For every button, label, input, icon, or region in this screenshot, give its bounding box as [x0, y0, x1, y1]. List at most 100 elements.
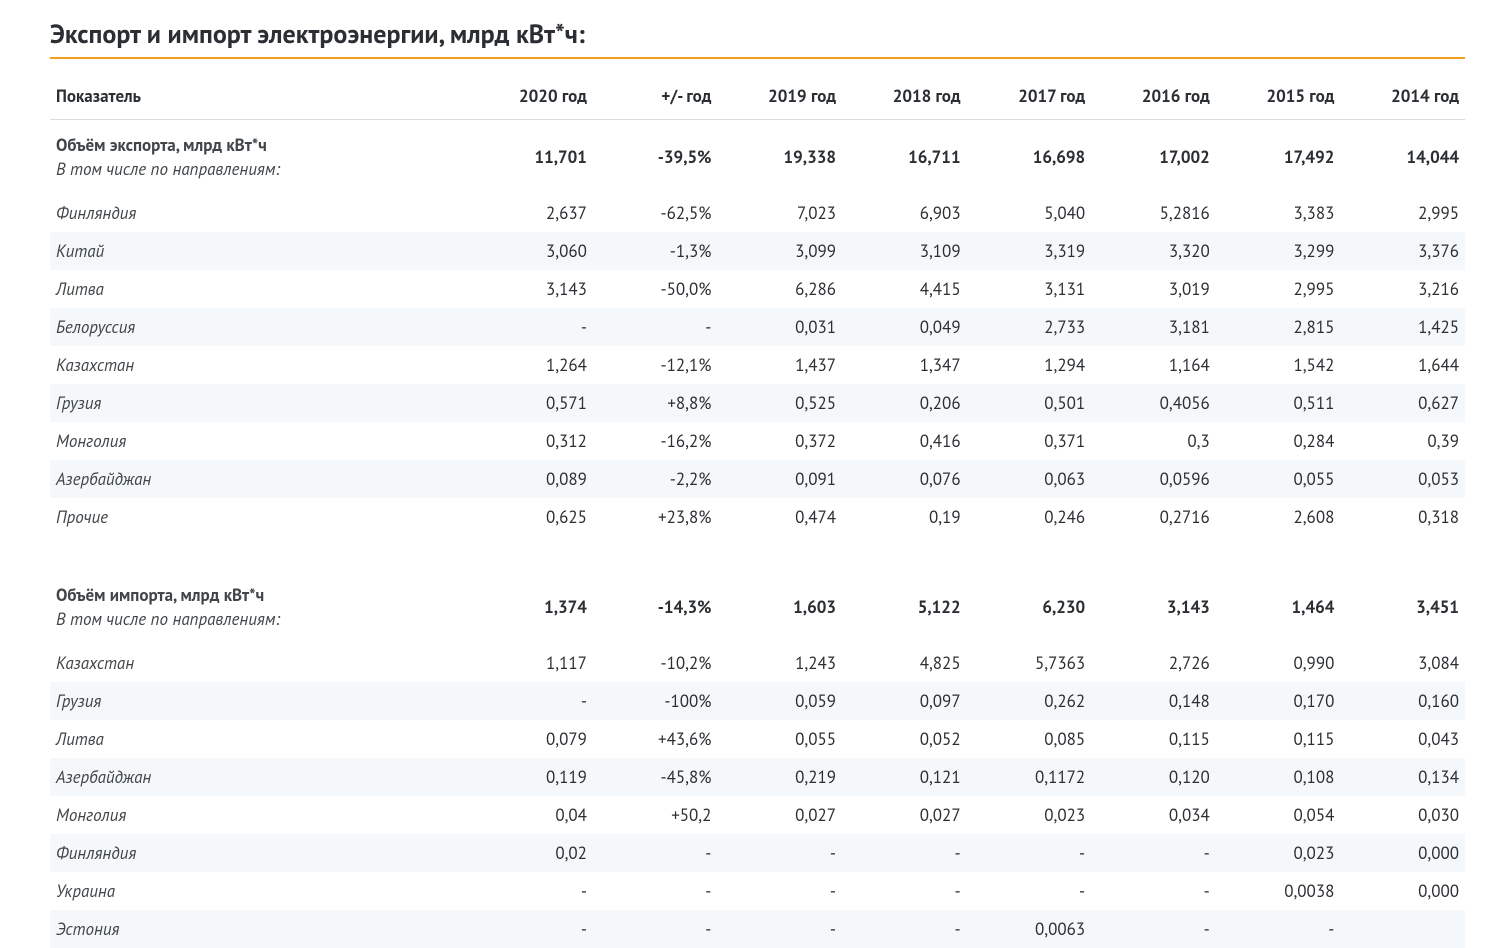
row-label: Эстония — [50, 910, 468, 948]
data-cell: 0,474 — [717, 498, 842, 536]
data-cell: 2,637 — [468, 194, 593, 232]
data-cell: 0,091 — [717, 460, 842, 498]
data-cell: 3,376 — [1340, 232, 1465, 270]
data-cell: 0,0596 — [1091, 460, 1216, 498]
data-cell: 0,990 — [1216, 644, 1341, 682]
data-cell: - — [842, 910, 967, 948]
data-cell: 0,115 — [1216, 720, 1341, 758]
section-total-cell: 16,711 — [842, 120, 967, 195]
row-label: Казахстан — [50, 644, 468, 682]
data-cell: 0,076 — [842, 460, 967, 498]
row-label: Грузия — [50, 384, 468, 422]
data-cell: 0,059 — [717, 682, 842, 720]
data-cell: 2,995 — [1216, 270, 1341, 308]
data-cell: 0,134 — [1340, 758, 1465, 796]
section-total-cell: 17,492 — [1216, 120, 1341, 195]
data-cell: 2,726 — [1091, 644, 1216, 682]
table-row: Грузия--100%0,0590,0970,2620,1480,1700,1… — [50, 682, 1465, 720]
section-total-cell: -39,5% — [593, 120, 717, 195]
row-label: Финляндия — [50, 194, 468, 232]
section-label: Объём экспорта, млрд кВт*чВ том числе по… — [50, 120, 468, 195]
data-cell: 0,4056 — [1091, 384, 1216, 422]
data-cell: 0,2716 — [1091, 498, 1216, 536]
col-header: 2018 год — [842, 73, 967, 120]
data-cell: 3,131 — [967, 270, 1092, 308]
data-cell: 5,2816 — [1091, 194, 1216, 232]
section-sublabel: В том числе по направлениям: — [56, 608, 462, 630]
data-cell: 0,079 — [468, 720, 593, 758]
data-cell: 0,19 — [842, 498, 967, 536]
data-cell: 0,02 — [468, 834, 593, 872]
data-cell: 2,815 — [1216, 308, 1341, 346]
table-row: Прочие0,625+23,8%0,4740,190,2460,27162,6… — [50, 498, 1465, 536]
data-cell: - — [593, 910, 717, 948]
section-total-cell: 3,451 — [1340, 536, 1465, 644]
data-cell: 0,312 — [468, 422, 593, 460]
data-cell: 0,053 — [1340, 460, 1465, 498]
col-header: +/- год — [593, 73, 717, 120]
data-cell: 0,262 — [967, 682, 1092, 720]
data-cell: 0,318 — [1340, 498, 1465, 536]
data-cell: 0,052 — [842, 720, 967, 758]
table-head: Показатель2020 год+/- год2019 год2018 го… — [50, 73, 1465, 120]
data-cell: - — [717, 834, 842, 872]
data-cell: 1,264 — [468, 346, 593, 384]
data-cell: 3,383 — [1216, 194, 1341, 232]
data-cell: 0,034 — [1091, 796, 1216, 834]
row-label: Прочие — [50, 498, 468, 536]
data-cell: 0,108 — [1216, 758, 1341, 796]
data-cell: 6,903 — [842, 194, 967, 232]
data-cell: -2,2% — [593, 460, 717, 498]
data-cell: 3,299 — [1216, 232, 1341, 270]
data-cell: 0,284 — [1216, 422, 1341, 460]
section-total-cell: 1,374 — [468, 536, 593, 644]
data-cell: 3,181 — [1091, 308, 1216, 346]
data-cell: 0,206 — [842, 384, 967, 422]
data-cell: 7,023 — [717, 194, 842, 232]
data-cell: 0,371 — [967, 422, 1092, 460]
data-cell: 1,644 — [1340, 346, 1465, 384]
data-cell: 1,294 — [967, 346, 1092, 384]
data-cell: 0,085 — [967, 720, 1092, 758]
section-total-cell: 1,464 — [1216, 536, 1341, 644]
table-row: Азербайджан0,089-2,2%0,0910,0760,0630,05… — [50, 460, 1465, 498]
table-row: Украина------0,00380,000 — [50, 872, 1465, 910]
data-cell: 2,608 — [1216, 498, 1341, 536]
data-cell: 0,3 — [1091, 422, 1216, 460]
data-cell: 0,219 — [717, 758, 842, 796]
data-cell: - — [468, 872, 593, 910]
data-cell: 0,571 — [468, 384, 593, 422]
data-cell: 0,031 — [717, 308, 842, 346]
data-cell: 3,099 — [717, 232, 842, 270]
row-label: Монголия — [50, 796, 468, 834]
data-cell: 0,246 — [967, 498, 1092, 536]
data-cell: 1,347 — [842, 346, 967, 384]
data-cell: 0,160 — [1340, 682, 1465, 720]
data-cell: - — [593, 834, 717, 872]
section-label-text: Объём импорта, млрд кВт*ч — [56, 584, 264, 606]
data-cell: 0,148 — [1091, 682, 1216, 720]
table-row: Монголия0,04+50,20,0270,0270,0230,0340,0… — [50, 796, 1465, 834]
data-cell: 3,319 — [967, 232, 1092, 270]
row-label: Казахстан — [50, 346, 468, 384]
col-header: 2019 год — [717, 73, 842, 120]
data-cell: - — [1091, 834, 1216, 872]
data-cell: 3,060 — [468, 232, 593, 270]
page-title: Экспорт и импорт электроэнергии, млрд кВ… — [50, 18, 1465, 51]
section-label: Объём импорта, млрд кВт*чВ том числе по … — [50, 536, 468, 644]
data-cell: 1,425 — [1340, 308, 1465, 346]
table-row: Китай3,060-1,3%3,0993,1093,3193,3203,299… — [50, 232, 1465, 270]
data-cell: 5,7363 — [967, 644, 1092, 682]
data-cell: - — [593, 308, 717, 346]
section-total-cell: 14,044 — [1340, 120, 1465, 195]
data-cell: 0,120 — [1091, 758, 1216, 796]
section-header-row: Объём экспорта, млрд кВт*чВ том числе по… — [50, 120, 1465, 195]
row-label: Монголия — [50, 422, 468, 460]
data-cell: -100% — [593, 682, 717, 720]
table-row: Финляндия2,637-62,5%7,0236,9035,0405,281… — [50, 194, 1465, 232]
col-header: 2015 год — [1216, 73, 1341, 120]
data-cell: +23,8% — [593, 498, 717, 536]
row-label: Китай — [50, 232, 468, 270]
data-cell: - — [717, 910, 842, 948]
data-cell: 0,027 — [717, 796, 842, 834]
